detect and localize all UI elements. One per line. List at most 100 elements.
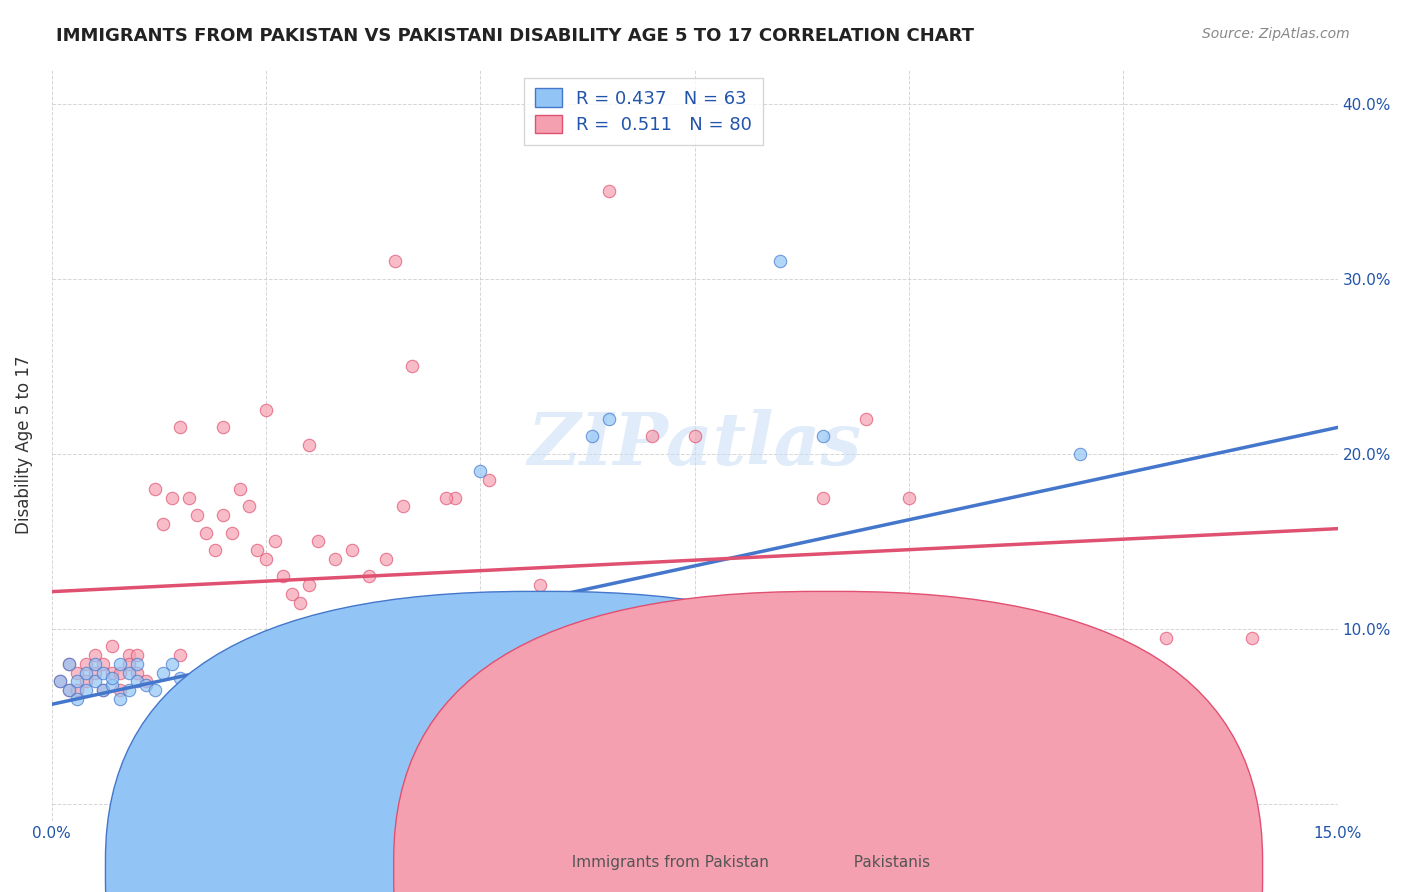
Point — [110, 665, 132, 680]
Point — [195, 665, 218, 680]
Point — [66, 674, 89, 689]
Point — [100, 678, 122, 692]
Point — [58, 657, 80, 671]
Point — [572, 648, 595, 662]
Point — [152, 516, 174, 531]
Point — [58, 683, 80, 698]
Point — [855, 411, 877, 425]
Point — [495, 640, 517, 654]
Point — [221, 525, 243, 540]
Point — [212, 420, 235, 434]
Point — [426, 640, 449, 654]
Point — [66, 665, 89, 680]
Point — [212, 508, 235, 522]
Point — [623, 622, 645, 636]
Point — [118, 683, 141, 698]
Point — [898, 631, 921, 645]
Point — [75, 674, 97, 689]
Point — [254, 403, 277, 417]
Point — [127, 657, 149, 671]
Text: IMMIGRANTS FROM PAKISTAN VS PAKISTANI DISABILITY AGE 5 TO 17 CORRELATION CHART: IMMIGRANTS FROM PAKISTAN VS PAKISTANI DI… — [56, 27, 974, 45]
Point — [127, 648, 149, 662]
Point — [169, 671, 191, 685]
Point — [683, 429, 706, 443]
Point — [143, 482, 166, 496]
Point — [307, 534, 329, 549]
Point — [100, 665, 122, 680]
Point — [478, 473, 501, 487]
Point — [1240, 631, 1263, 645]
Point — [409, 640, 432, 654]
Point — [271, 569, 294, 583]
Point — [281, 587, 304, 601]
Point — [110, 683, 132, 698]
Point — [160, 657, 183, 671]
Point — [340, 543, 363, 558]
Point — [537, 657, 560, 671]
Point — [461, 631, 484, 645]
Point — [290, 683, 312, 698]
Point — [271, 674, 294, 689]
Point — [135, 674, 157, 689]
Point — [49, 674, 72, 689]
Point — [323, 678, 346, 692]
Point — [598, 411, 620, 425]
Point — [238, 674, 260, 689]
Text: ZIPatlas: ZIPatlas — [527, 409, 862, 481]
Point — [813, 491, 835, 505]
Point — [254, 551, 277, 566]
Point — [204, 543, 226, 558]
Point — [263, 683, 285, 698]
Point — [813, 429, 835, 443]
Point — [58, 657, 80, 671]
Point — [238, 500, 260, 514]
Point — [366, 631, 388, 645]
Point — [434, 491, 457, 505]
Point — [683, 622, 706, 636]
Y-axis label: Disability Age 5 to 17: Disability Age 5 to 17 — [15, 356, 32, 534]
Point — [555, 640, 578, 654]
Point — [512, 683, 534, 698]
Point — [195, 525, 218, 540]
Point — [66, 692, 89, 706]
Point — [727, 631, 749, 645]
Point — [58, 683, 80, 698]
Point — [581, 429, 603, 443]
Point — [143, 683, 166, 698]
Point — [204, 678, 226, 692]
Point — [357, 640, 380, 654]
Point — [229, 482, 252, 496]
Text: Immigrants from Pakistan: Immigrants from Pakistan — [562, 855, 769, 870]
Point — [229, 671, 252, 685]
Point — [813, 631, 835, 645]
Point — [769, 631, 792, 645]
Point — [307, 671, 329, 685]
Point — [375, 648, 398, 662]
Point — [443, 491, 465, 505]
Point — [110, 657, 132, 671]
Point — [91, 683, 114, 698]
Point — [401, 359, 423, 374]
Point — [169, 420, 191, 434]
Point — [91, 665, 114, 680]
Point — [598, 184, 620, 198]
Point — [529, 578, 551, 592]
Point — [118, 665, 141, 680]
Point — [392, 622, 415, 636]
Point — [135, 678, 157, 692]
Point — [357, 569, 380, 583]
Point — [598, 631, 620, 645]
Point — [152, 665, 174, 680]
Text: Pakistanis: Pakistanis — [844, 855, 929, 870]
Point — [118, 657, 141, 671]
Point — [263, 534, 285, 549]
Point — [1069, 631, 1091, 645]
Point — [186, 508, 208, 522]
Point — [298, 578, 321, 592]
Point — [127, 665, 149, 680]
Point — [983, 631, 1005, 645]
Point — [83, 657, 105, 671]
Point — [118, 648, 141, 662]
Point — [623, 631, 645, 645]
Point — [91, 657, 114, 671]
